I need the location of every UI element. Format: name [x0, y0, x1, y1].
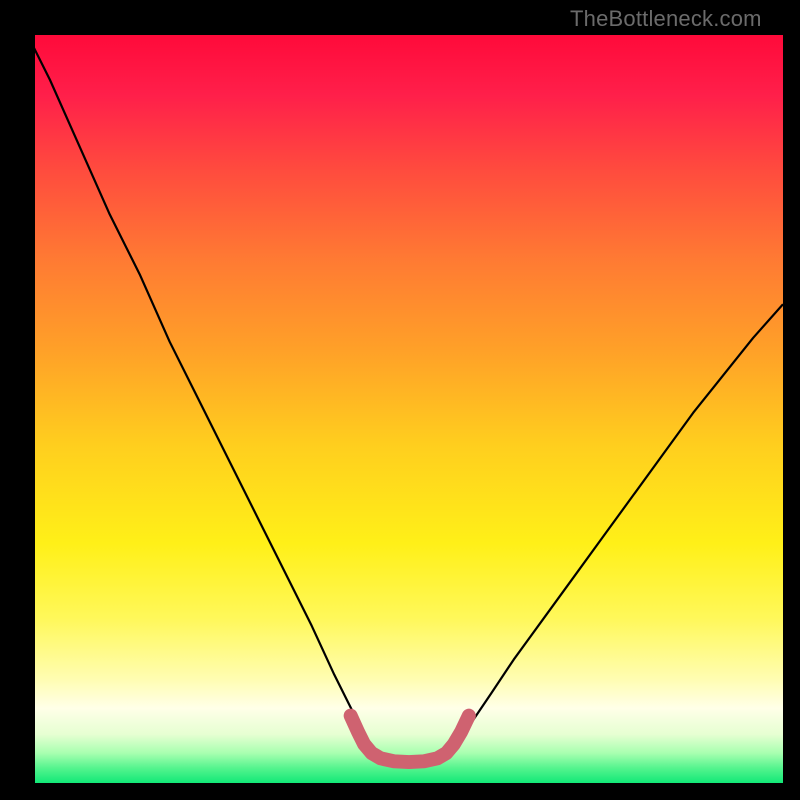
chart-svg — [35, 35, 783, 783]
plot-area — [35, 35, 783, 783]
gradient-background — [35, 35, 783, 783]
chart-frame: TheBottleneck.com — [0, 0, 800, 800]
watermark-label: TheBottleneck.com — [570, 6, 762, 32]
